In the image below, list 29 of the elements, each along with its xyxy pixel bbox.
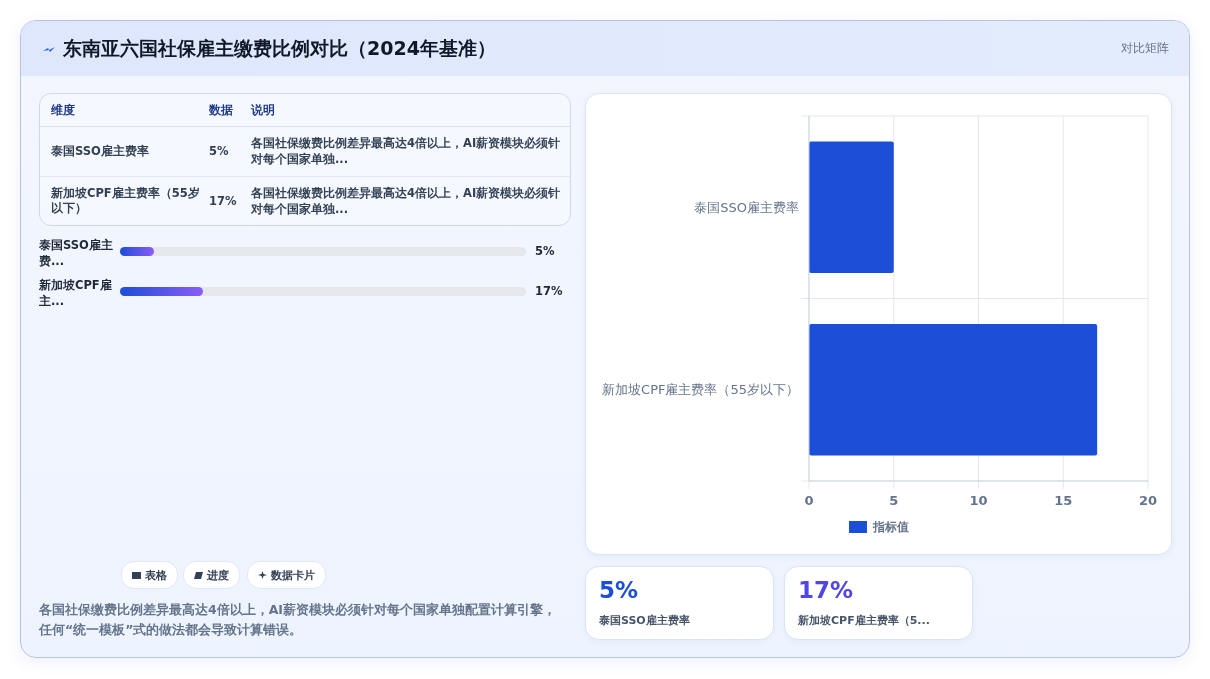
text: 表格 [145,567,167,583]
text: 说明 [251,103,275,118]
x-tick-label: 5 [889,493,899,508]
text: 泰国SSO雇主费率 [599,613,690,628]
x-tick-label: 20 [1138,493,1158,508]
x-tick-label: 15 [1054,493,1073,508]
text: 各国社保缴费比例差异最高达4倍以上，AI薪资模块必须针对每个国家单独... [251,186,561,216]
x-tick-label: 10 [969,493,988,508]
text: 数据卡片 [271,567,315,583]
text: 5% [209,144,229,158]
legend-label: 指标值 [872,520,909,535]
text: 5% [599,577,639,603]
text: 新加坡CPF雇主... [39,277,113,309]
text: 17% [798,577,854,603]
category-label: 新加坡CPF雇主费率（55岁以下） [51,186,200,215]
category-label: 泰国SSO雇主费率 [51,143,149,158]
text: 各国社保缴费比例差异最高达4倍以上，AI薪资模块必须针对每个国家单独配置计算引擎，任何“统一模板”式的做法都会导致计算错误。 [39,601,558,639]
text: 5% [535,244,555,258]
text: 数据 [209,103,233,118]
text: 泰国SSO雇主费... [39,237,114,269]
text: 东南亚六国社保雇主缴费比例对比（2024年基准） [63,36,496,61]
chart-subtitle: 对比矩阵 [1121,40,1169,57]
x-tick-label: 0 [804,493,814,508]
text: 17% [535,284,563,298]
text: 维度 [51,103,75,118]
text: 17% [209,194,237,208]
text: 进度 [207,567,229,583]
text: 各国社保缴费比例差异最高达4倍以上，AI薪资模块必须针对每个国家单独... [251,135,562,167]
text: 新加坡CPF雇主费率（5... [798,613,930,628]
